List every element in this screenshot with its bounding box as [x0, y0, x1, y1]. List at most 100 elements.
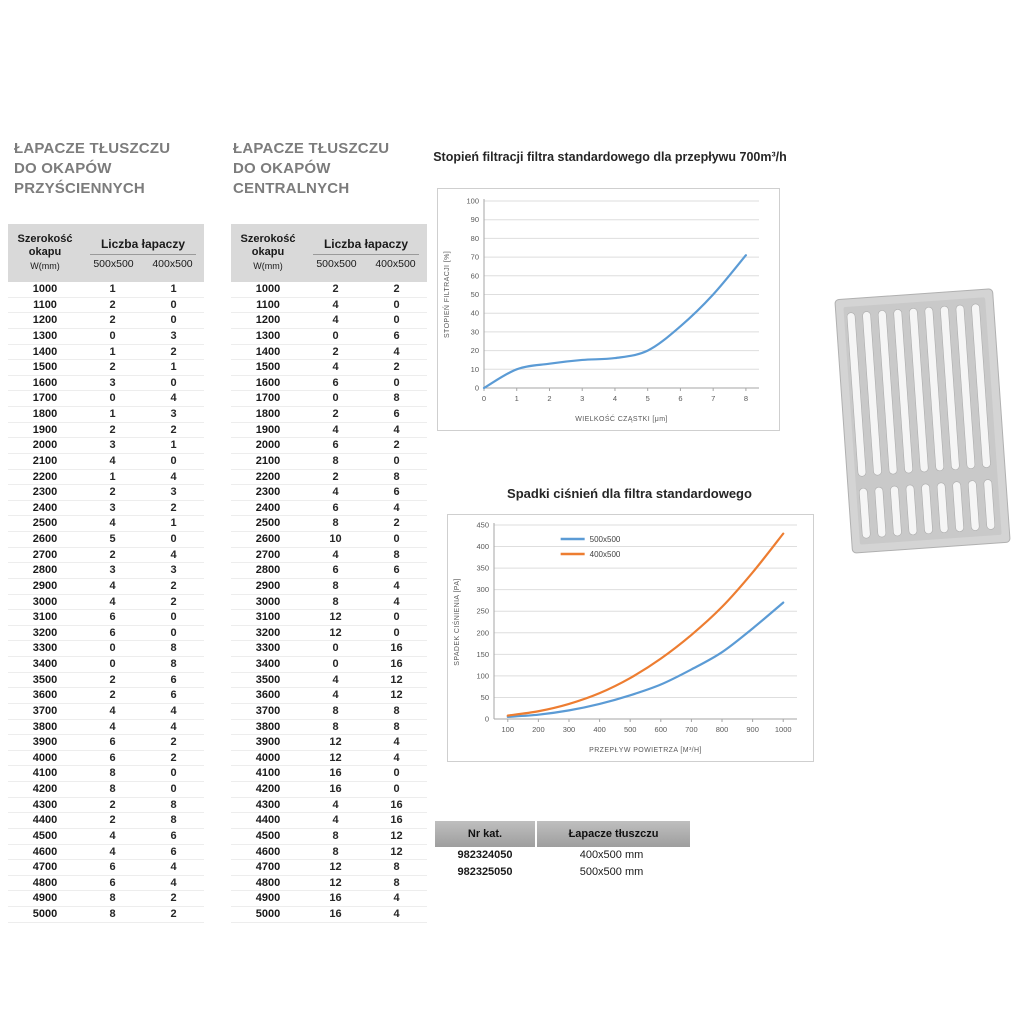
table-row: 2700 4 8	[231, 548, 427, 564]
trap-count-cell: 8	[332, 704, 339, 717]
svg-text:200: 200	[476, 628, 489, 637]
hood-width-cell: 2500	[255, 517, 281, 530]
table-row: 2600 5 0	[8, 532, 204, 548]
trap-count-cell: 8	[393, 876, 400, 889]
trap-count-cell: 4	[109, 845, 116, 858]
trap-count-cell: 4	[393, 751, 400, 764]
catalog-row: 982324050 400x500 mm	[435, 847, 690, 864]
trap-count-cell: 8	[109, 908, 116, 920]
trap-count-cell: 2	[109, 689, 116, 702]
trap-count-cell: 2	[109, 814, 116, 827]
trap-count-cell: 8	[393, 548, 400, 561]
trap-count-cell: 8	[332, 579, 339, 592]
trap-count-cell: 2	[109, 298, 116, 311]
hood-width-cell: 3000	[255, 595, 281, 608]
trap-count-cell: 0	[109, 658, 116, 670]
trap-count-cell: 2	[170, 423, 177, 436]
catalog-header-type: Łapacze tłuszczu	[537, 821, 690, 847]
trap-count-cell: 8	[393, 720, 400, 733]
hood-width-cell: 1500	[32, 361, 58, 374]
table-row: 2100 8 0	[231, 454, 427, 470]
hood-width-cell: 2100	[32, 454, 58, 467]
trap-count-cell: 4	[170, 861, 177, 874]
trap-count-cell: 16	[390, 814, 403, 827]
table-row: 1900 4 4	[231, 423, 427, 439]
trap-count-cell: 8	[332, 454, 339, 467]
table-row: 4100 8 0	[8, 766, 204, 782]
hood-width-cell: 4000	[32, 751, 58, 764]
svg-text:1000: 1000	[775, 725, 792, 734]
trap-count-cell: 4	[393, 345, 400, 358]
catalog-table-header: Nr kat. Łapacze tłuszczu	[435, 821, 690, 847]
wall-table-header: Szerokość okapu W(mm) Liczba łapaczy 500…	[8, 224, 204, 282]
table-row: 1100 2 0	[8, 298, 204, 314]
catalog-row: 982325050 500x500 mm	[435, 864, 690, 881]
central-hoods-table: Szerokość okapu W(mm) Liczba łapaczy 500…	[231, 224, 427, 923]
trap-count-cell: 2	[109, 314, 116, 327]
trap-count-cell: 4	[393, 579, 400, 592]
hood-width-cell: 2700	[32, 548, 58, 561]
hood-width-cell: 4600	[32, 845, 58, 858]
table-row: 1500 2 1	[8, 360, 204, 376]
trap-count-cell: 0	[393, 298, 400, 311]
trap-count-cell: 5	[109, 533, 116, 545]
table-row: 1000 1 1	[8, 282, 204, 298]
trap-count-cell: 1	[170, 283, 177, 295]
hood-width-cell: 4400	[255, 814, 281, 827]
svg-text:500: 500	[624, 725, 637, 734]
svg-text:400x500: 400x500	[590, 550, 621, 559]
trap-count-cell: 4	[393, 908, 400, 920]
table-row: 4400 4 16	[231, 813, 427, 829]
trap-count-cell: 0	[332, 642, 339, 655]
svg-text:90: 90	[471, 215, 479, 224]
trap-count-header: Liczba łapaczy 500x500 400x500	[82, 224, 204, 282]
hood-width-cell: 4300	[32, 798, 58, 811]
table-row: 1100 4 0	[231, 298, 427, 314]
hood-width-cell: 4200	[32, 783, 58, 795]
catalog-header-nr: Nr kat.	[435, 821, 535, 847]
svg-text:200: 200	[532, 725, 545, 734]
hood-width-cell: 1100	[256, 298, 280, 311]
trap-count-cell: 16	[329, 783, 342, 795]
svg-text:SPADEK CIŚNIENIA [PA]: SPADEK CIŚNIENIA [PA]	[452, 578, 461, 666]
hood-width-cell: 2300	[32, 486, 58, 499]
table-row: 4300 2 8	[8, 798, 204, 814]
trap-count-cell: 8	[170, 642, 177, 655]
hood-width-cell: 2900	[32, 579, 58, 592]
table-row: 2700 2 4	[8, 548, 204, 564]
table-row: 3800 4 4	[8, 720, 204, 736]
table-row: 2900 4 2	[8, 579, 204, 595]
trap-count-cell: 4	[170, 392, 177, 405]
col-400x500: 400x500	[375, 257, 416, 270]
trap-count-cell: 6	[332, 564, 339, 577]
table-row: 2400 3 2	[8, 501, 204, 517]
hood-width-cell: 1300	[32, 329, 58, 342]
svg-text:4: 4	[613, 394, 617, 403]
trap-count-cell: 6	[332, 501, 339, 514]
hood-width-cell: 3400	[255, 658, 281, 670]
hood-width-cell: 5000	[32, 908, 58, 920]
hood-width-cell: 3200	[32, 626, 58, 639]
hood-width-cell: 2900	[255, 579, 281, 592]
trap-count-cell: 12	[329, 611, 342, 624]
trap-count-cell: 12	[329, 861, 342, 874]
trap-count-cell: 1	[109, 470, 116, 483]
svg-text:0: 0	[485, 715, 489, 724]
table-row: 1800 1 3	[8, 407, 204, 423]
table-row: 4800 6 4	[8, 876, 204, 892]
table-row: 4700 12 8	[231, 860, 427, 876]
trap-count-cell: 8	[170, 814, 177, 827]
trap-count-cell: 6	[170, 689, 177, 702]
trap-count-cell: 4	[332, 798, 339, 811]
wall-table-rows: 1000 1 1 1100 2 0 1200 2 0 1300 0 3 1400 1 2 1500 2 1 1600…	[8, 282, 204, 923]
table-row: 2400 6 4	[231, 501, 427, 517]
trap-count-cell: 4	[332, 486, 339, 499]
table-row: 3500 4 12	[231, 673, 427, 689]
trap-count-cell: 2	[170, 579, 177, 592]
hood-width-cell: 4700	[255, 861, 281, 874]
trap-count-cell: 2	[109, 486, 116, 499]
trap-count-cell: 3	[109, 501, 116, 514]
trap-count-cell: 4	[109, 579, 116, 592]
table-row: 1200 4 0	[231, 313, 427, 329]
